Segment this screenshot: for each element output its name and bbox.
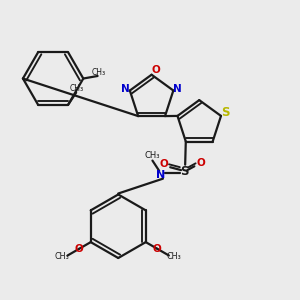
Text: CH₃: CH₃ <box>70 84 84 93</box>
Text: N: N <box>173 84 182 94</box>
Text: O: O <box>75 244 83 254</box>
Text: O: O <box>152 64 161 75</box>
Text: CH₃: CH₃ <box>55 252 70 261</box>
Text: O: O <box>159 159 168 169</box>
Text: N: N <box>121 84 130 94</box>
Text: S: S <box>221 106 230 119</box>
Text: CH₃: CH₃ <box>167 252 182 261</box>
Text: O: O <box>153 244 162 254</box>
Text: O: O <box>197 158 206 168</box>
Text: N: N <box>156 170 165 180</box>
Text: CH₃: CH₃ <box>92 68 106 77</box>
Text: CH₃: CH₃ <box>145 151 160 160</box>
Text: S: S <box>180 165 188 178</box>
